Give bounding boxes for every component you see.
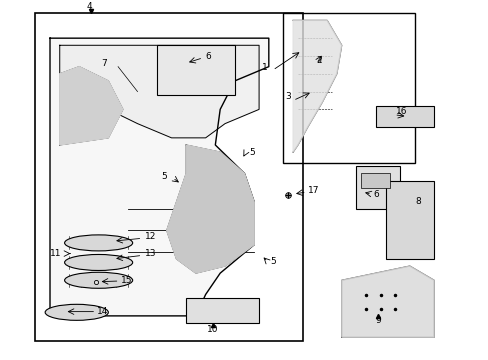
Ellipse shape bbox=[64, 272, 132, 288]
Bar bbox=[385, 181, 433, 259]
Text: 7: 7 bbox=[102, 59, 107, 68]
Ellipse shape bbox=[45, 304, 108, 320]
Text: 9: 9 bbox=[375, 316, 380, 325]
Bar bbox=[361, 174, 389, 188]
Text: 17: 17 bbox=[307, 186, 319, 195]
Text: 5: 5 bbox=[269, 257, 275, 266]
Bar bbox=[186, 298, 259, 323]
Text: 16: 16 bbox=[395, 107, 407, 116]
Text: 14: 14 bbox=[97, 307, 108, 316]
Text: 3: 3 bbox=[285, 93, 290, 102]
Text: 10: 10 bbox=[207, 325, 218, 334]
Text: 4: 4 bbox=[86, 2, 92, 11]
Polygon shape bbox=[292, 21, 341, 152]
Text: 2: 2 bbox=[316, 56, 322, 65]
Polygon shape bbox=[50, 38, 268, 316]
Polygon shape bbox=[60, 67, 122, 145]
Ellipse shape bbox=[64, 255, 132, 270]
Bar bbox=[356, 166, 399, 209]
Ellipse shape bbox=[64, 235, 132, 251]
Bar bbox=[35, 13, 302, 341]
Bar bbox=[157, 45, 234, 95]
Text: 5: 5 bbox=[161, 172, 166, 181]
Text: 1: 1 bbox=[262, 63, 267, 72]
Text: 6: 6 bbox=[205, 52, 211, 61]
Bar bbox=[375, 106, 433, 127]
Text: 5: 5 bbox=[249, 148, 255, 157]
Polygon shape bbox=[60, 45, 259, 138]
Bar bbox=[283, 13, 414, 163]
Text: 12: 12 bbox=[144, 232, 156, 241]
Polygon shape bbox=[166, 145, 254, 273]
Text: 6: 6 bbox=[372, 190, 378, 199]
Bar bbox=[171, 56, 220, 88]
Text: 8: 8 bbox=[415, 197, 421, 206]
Text: 13: 13 bbox=[144, 249, 156, 258]
Polygon shape bbox=[341, 266, 433, 337]
Text: 15: 15 bbox=[120, 276, 132, 285]
Text: 11: 11 bbox=[50, 249, 61, 258]
